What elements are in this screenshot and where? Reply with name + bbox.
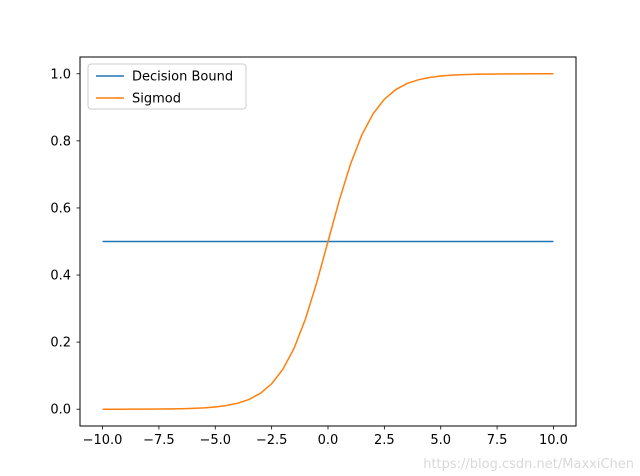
legend-label-0: Decision Bound xyxy=(132,70,233,85)
y-tick-label: 0.0 xyxy=(50,403,71,418)
x-tick-label: −10.0 xyxy=(83,433,123,448)
y-tick-label: 0.2 xyxy=(50,336,71,351)
series-line-1 xyxy=(102,73,554,410)
x-tick-label: 10.0 xyxy=(539,433,568,448)
y-tick-label: 0.6 xyxy=(50,201,71,216)
x-tick-label: 2.5 xyxy=(374,433,395,448)
y-tick-label: 0.8 xyxy=(50,134,71,149)
legend: Decision Bound Sigmod xyxy=(87,63,247,110)
x-tick-label: 5.0 xyxy=(430,433,451,448)
x-axis: −10.0 −7.5 −5.0 −2.5 0.0 2.5 5.0 7.5 10.0 xyxy=(83,426,568,448)
y-tick-label: 0.4 xyxy=(50,269,71,284)
series-lines xyxy=(102,73,554,410)
x-tick-label: 7.5 xyxy=(487,433,508,448)
y-tick-label: 1.0 xyxy=(50,67,71,82)
x-tick-label: −7.5 xyxy=(143,433,175,448)
x-tick-label: 0.0 xyxy=(318,433,339,448)
legend-box xyxy=(87,63,247,110)
x-tick-label: −2.5 xyxy=(256,433,288,448)
watermark-text: https://blog.csdn.net/MaxxiChen xyxy=(423,457,634,472)
x-tick-label: −5.0 xyxy=(199,433,231,448)
y-axis: 0.0 0.2 0.4 0.6 0.8 1.0 xyxy=(50,67,80,418)
legend-label-1: Sigmod xyxy=(132,92,181,107)
